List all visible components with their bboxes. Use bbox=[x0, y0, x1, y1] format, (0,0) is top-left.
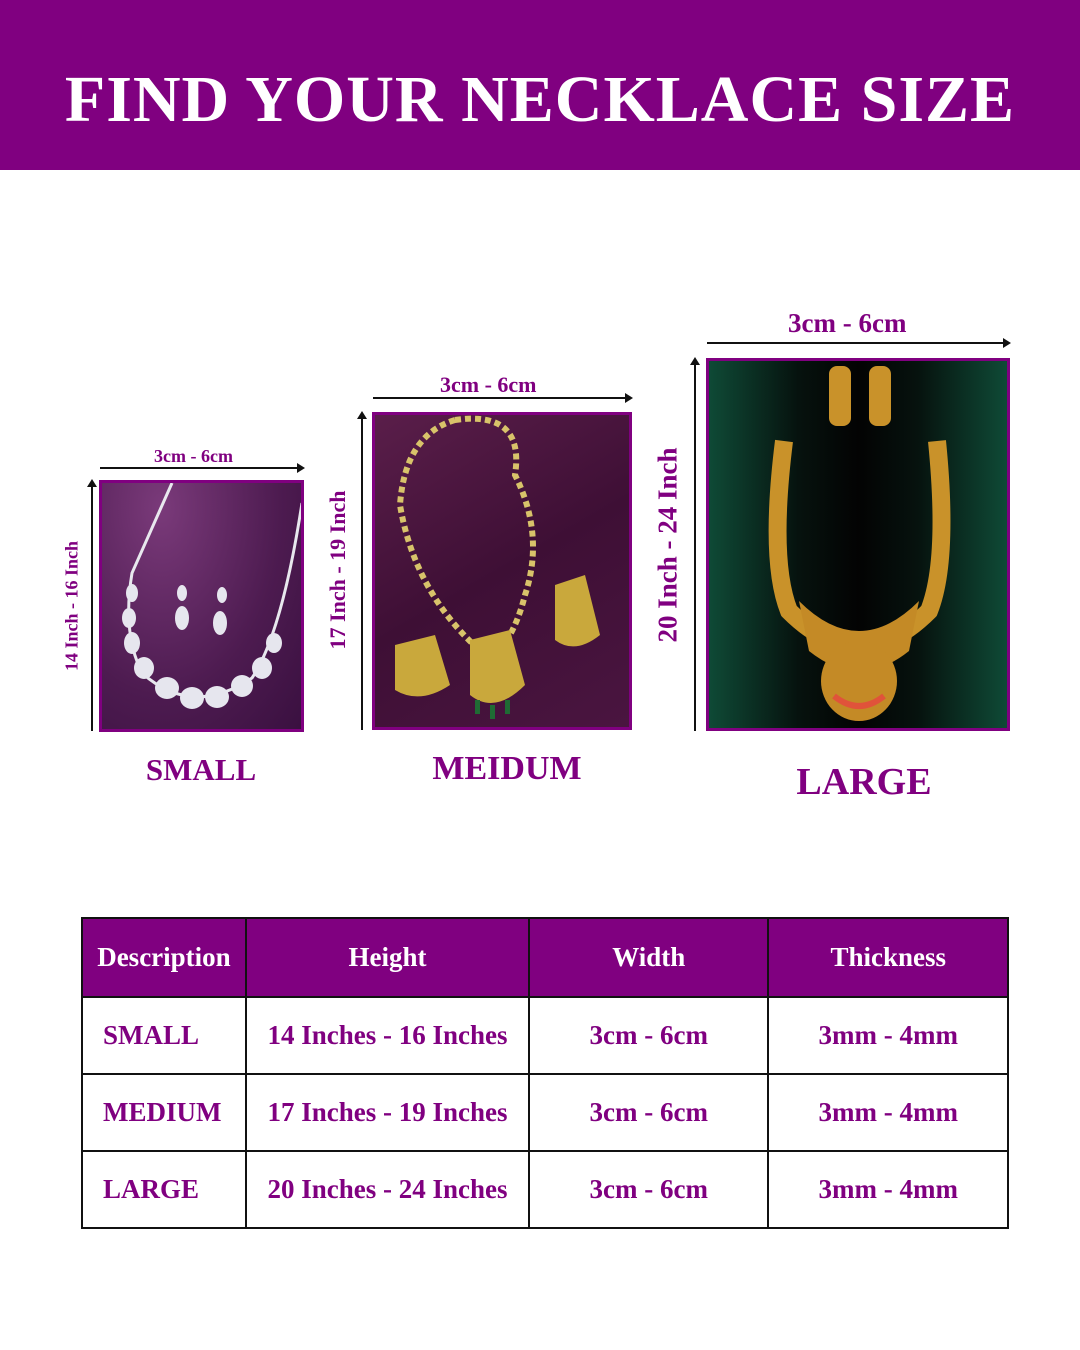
medium-width-label: 3cm - 6cm bbox=[440, 372, 537, 397]
table-header-row: Description Height Width Thickness bbox=[81, 917, 1009, 998]
small-width-label: 3cm - 6cm bbox=[154, 446, 233, 466]
header-thickness: Thickness bbox=[767, 917, 1009, 998]
size-label-small: SMALL bbox=[145, 752, 257, 787]
medium-width-arrow bbox=[373, 393, 633, 403]
cell-width: 3cm - 6cm bbox=[528, 1073, 770, 1152]
header-banner bbox=[0, 0, 1080, 170]
cell-description: LARGE bbox=[81, 1150, 247, 1229]
medium-necklace-image bbox=[372, 412, 632, 730]
page-title: FIND YOUR NECKLACE SIZE bbox=[64, 63, 1016, 136]
medium-necklace-illustration bbox=[395, 415, 600, 719]
size-table: Description Height Width Thickness SMALL… bbox=[81, 917, 1009, 1229]
cell-width: 3cm - 6cm bbox=[528, 1150, 770, 1229]
large-necklace-illustration bbox=[768, 366, 951, 721]
cell-thickness: 3mm - 4mm bbox=[767, 996, 1009, 1075]
header-height: Height bbox=[244, 917, 531, 998]
medium-height-label: 17 Inch - 19 Inch bbox=[325, 490, 350, 650]
small-height-arrow bbox=[87, 479, 97, 731]
table-row: MEDIUM 17 Inches - 19 Inches 3cm - 6cm 3… bbox=[81, 1073, 1009, 1152]
cell-description: SMALL bbox=[81, 996, 247, 1075]
large-width-arrow bbox=[707, 338, 1011, 348]
header-description: Description bbox=[81, 917, 247, 998]
size-label-medium: MEIDUM bbox=[432, 750, 582, 787]
large-height-arrow bbox=[690, 357, 700, 731]
small-height-label: 14 Inch - 16 Inch bbox=[61, 540, 82, 672]
small-necklace-illustration bbox=[122, 483, 301, 709]
large-height-label: 20 Inch - 24 Inch bbox=[652, 447, 683, 643]
table-row: LARGE 20 Inches - 24 Inches 3cm - 6cm 3m… bbox=[81, 1150, 1009, 1229]
large-necklace-image bbox=[706, 358, 1010, 731]
cell-height: 14 Inches - 16 Inches bbox=[244, 996, 531, 1075]
cell-width: 3cm - 6cm bbox=[528, 996, 770, 1075]
cell-description: MEDIUM bbox=[81, 1073, 247, 1152]
table-row: SMALL 14 Inches - 16 Inches 3cm - 6cm 3m… bbox=[81, 996, 1009, 1075]
cell-height: 17 Inches - 19 Inches bbox=[244, 1073, 531, 1152]
cell-thickness: 3mm - 4mm bbox=[767, 1073, 1009, 1152]
size-label-large: LARGE bbox=[796, 761, 932, 803]
large-width-label: 3cm - 6cm bbox=[788, 308, 907, 338]
medium-height-arrow bbox=[357, 411, 367, 730]
cell-height: 20 Inches - 24 Inches bbox=[244, 1150, 531, 1229]
cell-thickness: 3mm - 4mm bbox=[767, 1150, 1009, 1229]
small-necklace-image bbox=[99, 480, 304, 732]
small-width-arrow bbox=[100, 463, 305, 473]
header-width: Width bbox=[528, 917, 770, 998]
